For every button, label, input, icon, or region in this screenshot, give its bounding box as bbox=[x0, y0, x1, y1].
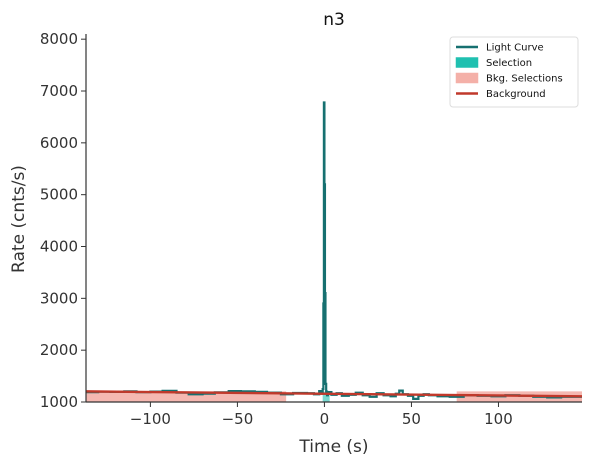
chart-title: n3 bbox=[323, 10, 345, 30]
x-tick-label: 50 bbox=[402, 410, 421, 428]
series-layer bbox=[85, 101, 583, 400]
series-line-light-curve bbox=[86, 101, 582, 400]
y-tick-label: 3000 bbox=[40, 289, 78, 307]
y-tick-label: 2000 bbox=[40, 341, 78, 359]
y-tick-label: 7000 bbox=[40, 82, 78, 100]
legend-swatch-selection bbox=[455, 57, 479, 68]
legend-label-background: Background bbox=[486, 89, 546, 100]
selection-layer bbox=[322, 391, 330, 402]
tick-layer: −100 −50 0 50 100 1000 2000 3000 4000 5000 6000 700… bbox=[40, 30, 513, 428]
axes bbox=[85, 34, 582, 403]
y-tick-label: 5000 bbox=[40, 186, 78, 204]
x-tick-label: 100 bbox=[484, 410, 513, 428]
series-line-background bbox=[85, 390, 583, 398]
x-axis-title: Time (s) bbox=[298, 437, 368, 457]
bkg-selection-band-0 bbox=[86, 391, 287, 402]
y-tick-label: 1000 bbox=[40, 393, 78, 411]
legend: Light Curve Selection Bkg. Selections Backg… bbox=[449, 36, 579, 108]
y-tick-label: 8000 bbox=[40, 30, 78, 48]
legend-label-bkg-selections: Bkg. Selections bbox=[486, 74, 563, 85]
x-tick-label: 0 bbox=[320, 410, 330, 428]
x-tick-label: −100 bbox=[130, 410, 171, 428]
legend-box bbox=[449, 36, 579, 108]
legend-label-selection: Selection bbox=[486, 58, 532, 69]
y-tick-label: 4000 bbox=[40, 238, 78, 256]
x-tick-label: −50 bbox=[222, 410, 254, 428]
legend-label-light-curve: Light Curve bbox=[486, 43, 544, 54]
legend-swatch-bkg-selections bbox=[455, 72, 479, 84]
y-axis-title: Rate (cnts/s) bbox=[9, 165, 29, 273]
selection-band bbox=[322, 391, 330, 402]
y-tick-label: 6000 bbox=[40, 134, 78, 152]
